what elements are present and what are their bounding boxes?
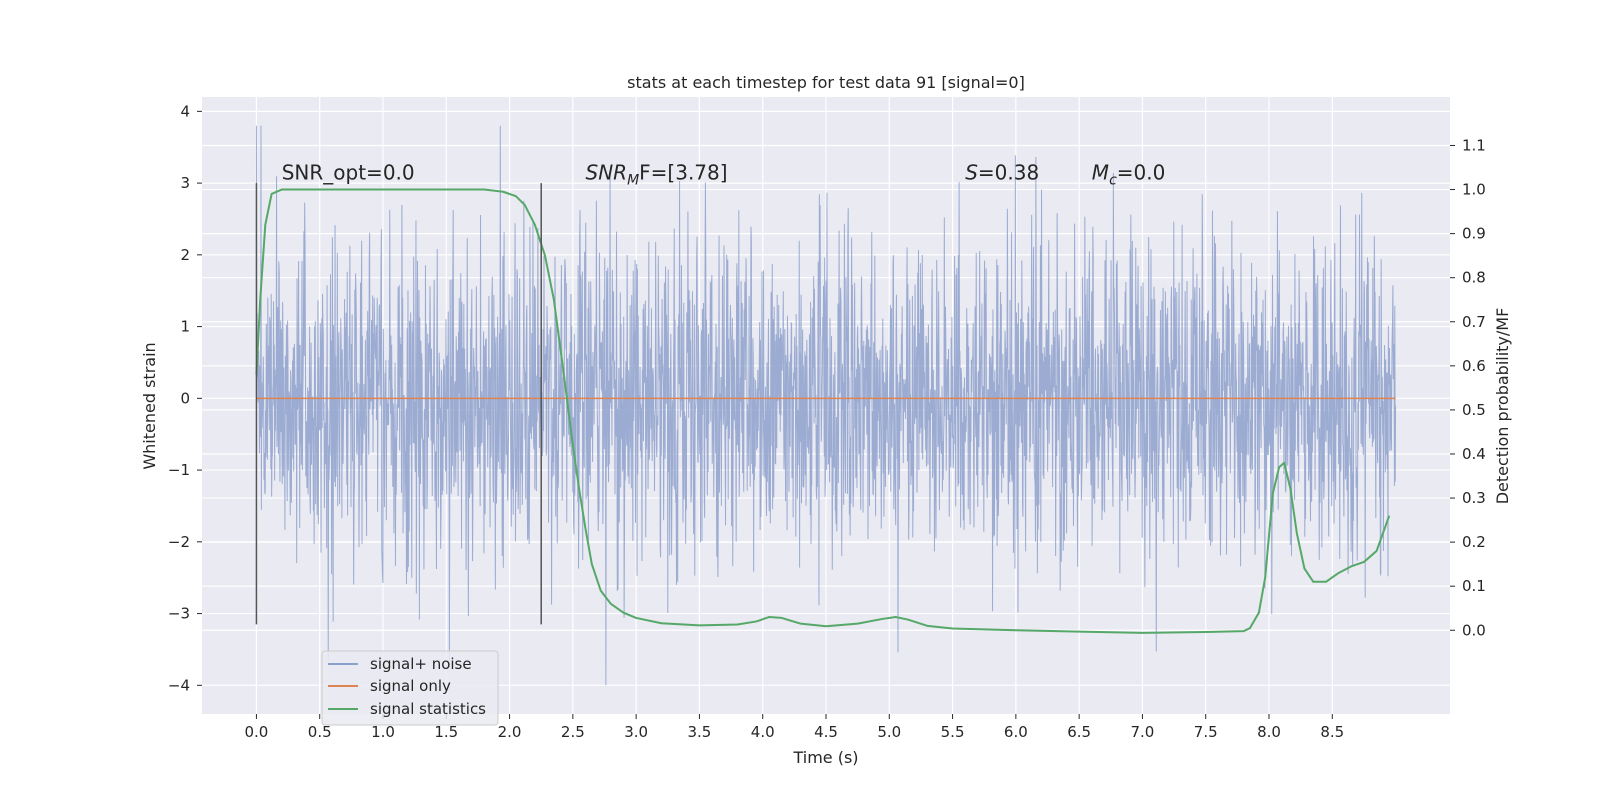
x-tick-label-15: 7.5 — [1194, 723, 1218, 741]
y-right-tick-label-0: 0.0 — [1462, 621, 1486, 639]
legend-label-signal-noise: signal+ noise — [370, 655, 472, 673]
noise-layer — [255, 125, 1397, 686]
x-tick-label-3: 1.5 — [434, 723, 458, 741]
x-tick-label-0: 0.0 — [244, 723, 268, 741]
y-right-tick-label-10: 1.0 — [1462, 181, 1486, 199]
vline-layer — [255, 183, 542, 625]
x-tick-label-5: 2.5 — [561, 723, 585, 741]
series-signal-statistics — [255, 188, 1391, 634]
y-right-tick-label-1: 0.1 — [1462, 577, 1486, 595]
tick-layer: 0.0 0.5 1.0 1.5 2.0 2.5 3.0 3.5 4.0 4.5 5.0 5.5 6.0 6… — [168, 102, 1486, 741]
x-tick-label-1: 0.5 — [308, 723, 332, 741]
x-tick-label-8: 4.0 — [751, 723, 775, 741]
legend-label-signal-only: signal only — [370, 677, 451, 695]
series-layer — [255, 188, 1396, 634]
annotation-0: SNR_opt=0.0 — [282, 161, 415, 185]
y-right-tick-label-2: 0.2 — [1462, 533, 1486, 551]
y-left-tick-label-0: −4 — [168, 676, 190, 694]
chart-title: stats at each timestep for test data 91 … — [627, 73, 1025, 92]
y-right-tick-label-3: 0.3 — [1462, 489, 1486, 507]
x-tick-label-17: 8.5 — [1320, 723, 1344, 741]
x-tick-label-16: 8.0 — [1257, 723, 1281, 741]
annotation-1: SNRMF=[3.78] — [586, 161, 728, 189]
legend-box — [321, 650, 499, 726]
x-tick-label-6: 3.0 — [624, 723, 648, 741]
y-right-tick-label-7: 0.7 — [1462, 313, 1486, 331]
legend-label-statistics: signal statistics — [370, 700, 486, 718]
y-right-tick-label-11: 1.1 — [1462, 136, 1486, 154]
annotation-layer: SNR_opt=0.0 SNRMF=[3.78] S=0.38 Mc=0.0 — [282, 161, 1166, 189]
annotation-3: Mc=0.0 — [1092, 161, 1166, 189]
x-tick-label-14: 7.0 — [1131, 723, 1155, 741]
x-axis-label: Time (s) — [792, 748, 858, 767]
series-signal-noise — [255, 125, 1397, 686]
x-tick-label-4: 2.0 — [498, 723, 522, 741]
y-left-tick-label-2: −2 — [168, 533, 190, 551]
y-right-tick-label-5: 0.5 — [1462, 401, 1486, 419]
x-tick-label-12: 6.0 — [1004, 723, 1028, 741]
x-tick-label-9: 4.5 — [814, 723, 838, 741]
annotation-2: S=0.38 — [965, 161, 1039, 185]
x-tick-label-13: 6.5 — [1067, 723, 1091, 741]
y-left-tick-label-7: 3 — [180, 174, 190, 192]
y-left-tick-label-5: 1 — [180, 318, 190, 336]
y-left-tick-label-1: −3 — [168, 605, 190, 623]
y-axis-label-right: Detection probability/MF — [1493, 308, 1512, 505]
y-right-tick-label-6: 0.6 — [1462, 357, 1486, 375]
y-left-tick-label-4: 0 — [180, 389, 190, 407]
y-left-tick-label-6: 2 — [180, 246, 190, 264]
x-tick-label-11: 5.5 — [941, 723, 965, 741]
y-left-tick-label-8: 4 — [180, 102, 190, 120]
y-right-tick-label-9: 0.9 — [1462, 225, 1486, 243]
y-right-tick-label-4: 0.4 — [1462, 445, 1486, 463]
x-tick-label-2: 1.0 — [371, 723, 395, 741]
x-tick-label-10: 5.0 — [877, 723, 901, 741]
legend: signal+ noise signal only signal statist… — [321, 650, 499, 726]
y-axis-label-left: Whitened strain — [140, 342, 159, 469]
x-tick-label-7: 3.5 — [687, 723, 711, 741]
y-left-tick-label-3: −1 — [168, 461, 190, 479]
y-right-tick-label-8: 0.8 — [1462, 269, 1486, 287]
